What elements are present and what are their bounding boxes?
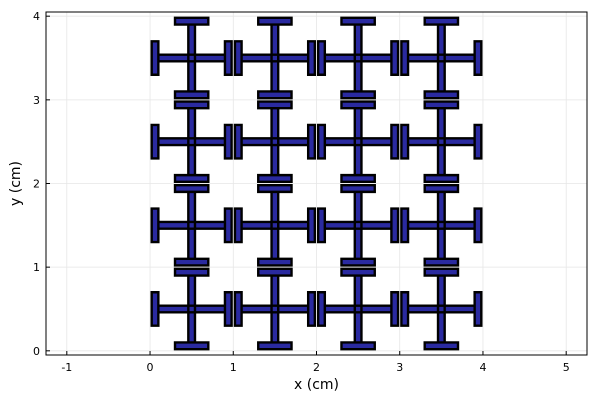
unit-cell [400,16,483,100]
unit-cell-shape [316,100,400,184]
x-tick-label: 1 [230,361,237,374]
x-tick-label: 5 [563,361,570,374]
unit-cell-shape [400,16,483,100]
unit-cell [150,100,233,184]
unit-cell [400,183,483,267]
axis-ticks: -1 0 1 2 3 4 5 0 1 2 3 4 [33,10,570,374]
unit-cell [316,16,400,100]
unit-cell-shape [400,100,483,184]
x-tick-label: 4 [479,361,486,374]
y-tick-label: 2 [33,178,40,191]
unit-cell [233,100,317,184]
unit-cell [316,100,400,184]
grid [46,12,587,355]
unit-cell [316,267,400,351]
x-tick-label: 2 [313,361,320,374]
unit-cell [316,183,400,267]
x-tick-label: -1 [61,361,72,374]
y-tick-label: 1 [33,261,40,274]
y-axis-label: y (cm) [8,161,24,206]
unit-cell-shape [400,183,483,267]
unit-cell-shape [233,267,317,351]
unit-cell [150,267,233,351]
unit-cell-shape [150,183,233,267]
x-tick-label: 0 [147,361,154,374]
y-tick-label: 3 [33,94,40,107]
unit-cell [400,267,483,351]
unit-cell-shape [316,267,400,351]
y-tick-label: 0 [33,345,40,358]
y-tick-label: 4 [33,10,40,23]
unit-cell [233,16,317,100]
unit-cell-shape [316,183,400,267]
unit-cell-shape [233,100,317,184]
unit-cell [150,183,233,267]
unit-cell [233,183,317,267]
unit-cell [150,16,233,100]
x-axis-label: x (cm) [294,377,339,393]
unit-cell [400,100,483,184]
unit-cell-shape [150,267,233,351]
unit-cell-shape [150,100,233,184]
cell-array [150,16,483,351]
unit-cell [233,267,317,351]
unit-cell-shape [150,16,233,100]
unit-cell-shape [233,16,317,100]
unit-cell-shape [233,183,317,267]
unit-cell-shape [316,16,400,100]
unit-cell-shape [400,267,483,351]
x-tick-label: 3 [396,361,403,374]
